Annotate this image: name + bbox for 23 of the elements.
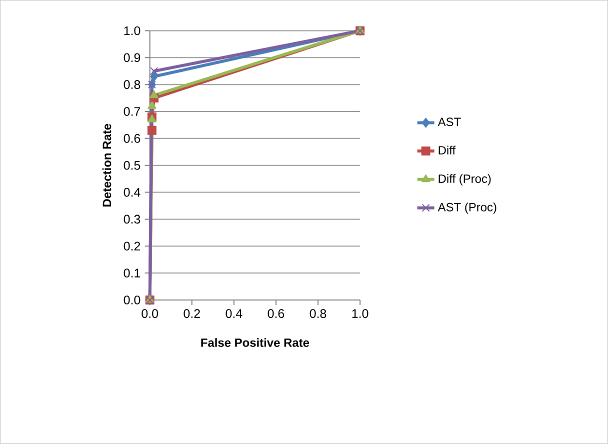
x-tick-label: 0.2 [184,309,200,318]
x-tick-label: 0.6 [268,309,284,318]
legend-label: Diff [438,146,456,155]
y-tick-label: 0.9 [124,53,140,62]
y-tick-label: 0.7 [124,107,140,116]
legend-label: AST [438,118,461,126]
x-tick-label: 0.0 [142,309,158,318]
y-tick-label: 0.6 [124,134,140,143]
y-tick-label: 0.3 [124,214,140,224]
y-tick-label: 0.8 [124,80,140,90]
x-axis-title: False Positive Rate [201,338,310,347]
y-tick-label: 0.2 [124,242,140,251]
y-tick-label: 0.4 [124,188,140,197]
x-tick-label: 0.8 [310,309,326,318]
x-tick-label: 1.0 [352,309,368,318]
y-tick-label: 0.1 [124,268,140,278]
legend-label: Diff (Proc) [438,174,491,186]
legend-label: AST (Proc) [438,202,496,214]
x-tick-label: 0.4 [226,309,242,318]
y-tick-label: 1.0 [124,26,140,36]
y-tick-label: 0.5 [124,161,140,170]
y-axis-title: Detection Rate [102,124,112,207]
y-tick-label: 0.0 [124,296,140,304]
